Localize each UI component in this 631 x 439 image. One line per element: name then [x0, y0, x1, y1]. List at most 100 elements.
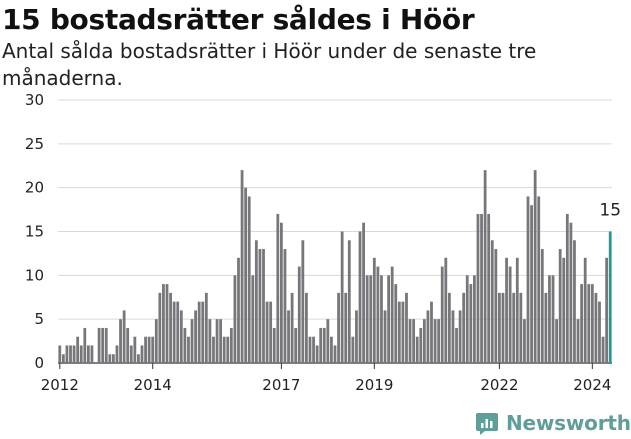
bar [508, 266, 512, 363]
bar [383, 310, 387, 363]
bar [326, 319, 330, 363]
x-tick-label: 2022 [480, 376, 518, 394]
bar [172, 301, 176, 363]
bar [580, 284, 584, 363]
bar [458, 310, 462, 363]
bar [390, 266, 394, 363]
bar [115, 345, 119, 363]
bar [565, 213, 569, 363]
bar [133, 336, 137, 363]
bar [237, 257, 240, 363]
y-tick-label: 25 [25, 135, 44, 153]
bar [558, 249, 562, 363]
bar [315, 345, 319, 363]
bar [76, 336, 80, 363]
bar [562, 257, 566, 363]
bar [294, 327, 298, 363]
bar [433, 319, 437, 363]
chart-title: 15 bostadsrätter såldes i Höör [2, 3, 475, 36]
bar [347, 240, 351, 363]
y-tick-label: 0 [34, 354, 44, 372]
bar [401, 301, 405, 363]
bar [576, 319, 580, 363]
bar [104, 327, 108, 363]
bar [265, 301, 269, 363]
bar [215, 319, 219, 363]
bar [369, 275, 373, 363]
bar [251, 275, 255, 363]
x-tick-label: 2019 [355, 376, 393, 394]
bar [548, 275, 551, 363]
bar [523, 319, 526, 363]
y-tick-label: 15 [25, 223, 44, 241]
bar [601, 336, 605, 363]
bar [247, 196, 251, 363]
y-tick-label: 10 [25, 266, 44, 284]
bar [394, 284, 398, 363]
bar [419, 327, 423, 363]
bar [86, 345, 90, 363]
bar [365, 275, 369, 363]
bar [590, 284, 594, 363]
bar [512, 292, 516, 363]
bar [440, 266, 444, 363]
bar [501, 292, 505, 363]
bar [462, 292, 466, 363]
bar [337, 292, 340, 363]
bar [498, 292, 501, 363]
bar [179, 310, 183, 363]
bar [469, 284, 473, 363]
x-axis: 2012 2014 2017 2019 2022 2024 [41, 363, 611, 394]
x-tick-label: 2014 [134, 376, 172, 394]
bar [573, 240, 576, 363]
bar [305, 292, 308, 363]
bar [190, 319, 194, 363]
bar [201, 301, 205, 363]
bar [229, 327, 233, 363]
bar [269, 301, 273, 363]
bar [58, 345, 62, 363]
bars: 15 [58, 170, 621, 363]
bar [322, 327, 326, 363]
bar [90, 345, 94, 363]
bar [465, 275, 469, 363]
bar [108, 354, 112, 363]
bar [119, 319, 122, 363]
bar [258, 249, 262, 363]
bar [79, 345, 83, 363]
bar [351, 336, 355, 363]
bar [297, 266, 301, 363]
bar [69, 345, 72, 363]
bar [112, 354, 115, 363]
bar [515, 257, 519, 363]
bar [430, 301, 433, 363]
bar [551, 275, 555, 363]
bar [154, 319, 158, 363]
bar [387, 275, 391, 363]
bar [97, 327, 101, 363]
bar [308, 336, 312, 363]
bar [587, 284, 591, 363]
bar [605, 257, 609, 363]
bar [283, 249, 287, 363]
bar [158, 292, 162, 363]
bar [569, 222, 573, 363]
bar [451, 310, 455, 363]
bar [312, 336, 315, 363]
bar-chart: 0 5 10 15 20 25 30 15 2012 2014 2017 2019 2022 2024 [25, 91, 621, 394]
bar [151, 336, 155, 363]
bar-latest [608, 231, 612, 363]
bar [319, 327, 323, 363]
bar [412, 319, 416, 363]
bar [372, 257, 376, 363]
bar [147, 336, 151, 363]
bar [197, 301, 201, 363]
bar [490, 240, 494, 363]
bar [594, 292, 598, 363]
bar [447, 292, 451, 363]
y-axis: 0 5 10 15 20 25 30 [25, 91, 44, 372]
bar [355, 310, 358, 363]
bar [219, 319, 223, 363]
bar [290, 292, 294, 363]
bar [83, 327, 87, 363]
